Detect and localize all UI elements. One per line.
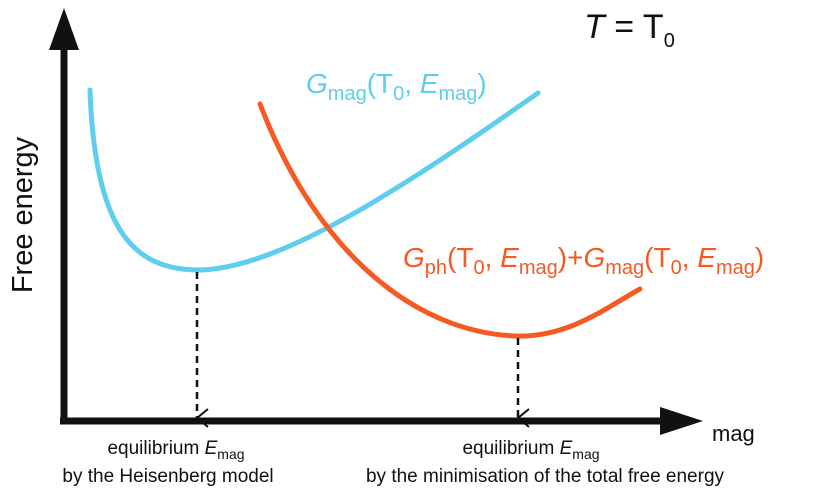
total-curve-label: Gph(T0, Emag)+Gmag(T0, Emag) (403, 242, 764, 279)
magnetic-curve-label: Gmag(T0, Emag) (306, 68, 487, 105)
y-axis-label: Free energy (7, 136, 39, 293)
magnetic-free-energy-curve (87, 87, 541, 273)
y-axis-arrowhead (49, 8, 79, 50)
heisenberg-model-caption: by the Heisenberg model (62, 466, 273, 487)
total-minimisation-caption: by the minimisation of the total free en… (366, 466, 725, 487)
axes (49, 8, 703, 435)
heisenberg-equilibrium-label: equilibrium Emag (107, 438, 244, 462)
total-free-energy-curve (257, 101, 643, 339)
total-equilibrium-label: equilibrium Emag (462, 438, 599, 462)
x-axis-arrowhead (660, 407, 703, 435)
temperature-label: T = T0 (584, 8, 675, 52)
x-axis-label: mag (712, 421, 755, 446)
